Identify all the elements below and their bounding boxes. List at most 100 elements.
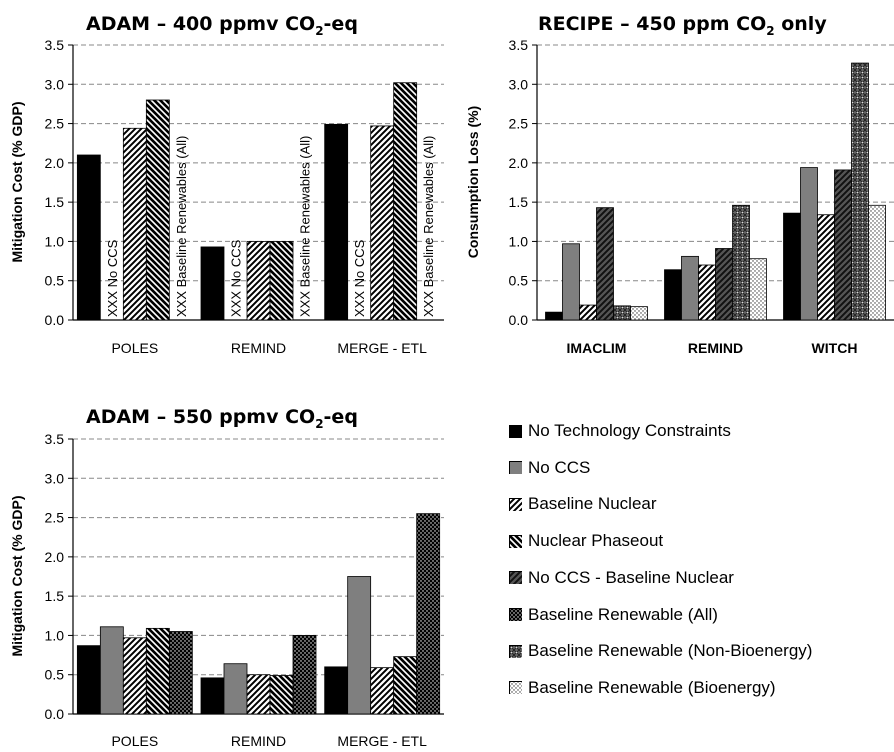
y-tick-label: 0.0 [45, 706, 65, 722]
legend-item-no-technology-constraints: No Technology Constraints [509, 420, 731, 442]
missing-bar-annotation: XXX Baseline Renewables (All) [174, 136, 189, 317]
y-tick-label: 1.0 [509, 233, 529, 249]
legend-swatch [509, 608, 522, 621]
y-tick-label: 3.5 [509, 37, 529, 53]
bar-no-ccs-merge-etl [347, 576, 372, 715]
bar-nuclear-phaseout-merge-etl [393, 82, 418, 321]
legend-item-baseline-renewable-bioenergy: Baseline Renewable (Bioenergy) [509, 677, 776, 699]
x-category-label: POLES [111, 340, 158, 356]
bar-no-technology-constraints-imaclim [545, 311, 563, 321]
bar-nuclear-phaseout-poles [145, 99, 170, 321]
bar-no-ccs-imaclim [562, 243, 580, 321]
bar-no-technology-constraints-remind [664, 269, 682, 321]
bar-no-ccs-remind [681, 255, 699, 321]
legend-label: No CCS [528, 457, 591, 477]
y-tick-label: 2.0 [509, 155, 529, 171]
bar-no-technology-constraints-poles [76, 645, 101, 715]
bar-nuclear-phaseout-remind [269, 241, 294, 321]
missing-bar-annotation: XXX No CCS [229, 239, 244, 317]
x-category-label: MERGE - ETL [337, 340, 427, 356]
bar-baseline-renewable-bioenergy-remind [749, 258, 767, 321]
legend-swatch [509, 461, 522, 475]
y-tick-label: 3.0 [45, 470, 65, 486]
x-category-label: REMIND [231, 340, 286, 356]
legend-item-baseline-renewable-non-bioenergy: Baseline Renewable (Non-Bioenergy) [509, 640, 812, 662]
y-tick-label: 0.0 [509, 312, 529, 328]
chart-title: ADAM – 550 ppmv CO2-eq [86, 406, 358, 431]
y-tick-label: 0.5 [45, 667, 65, 683]
y-tick-label: 0.5 [509, 273, 529, 289]
bar-baseline-renewable-non-bioenergy-remind [732, 204, 750, 321]
bar-nuclear-phaseout-merge-etl [393, 656, 418, 715]
bar-baseline-nuclear-merge-etl [370, 667, 395, 715]
chart-title: RECIPE – 450 ppm CO2 only [538, 13, 827, 38]
bar-baseline-renewable-all-remind [292, 635, 317, 715]
y-tick-label: 1.5 [45, 194, 65, 210]
y-tick-label: 2.0 [45, 155, 65, 171]
y-tick-label: 0.0 [45, 312, 65, 328]
legend-item-baseline-renewable-all: Baseline Renewable (All) [509, 604, 718, 626]
bar-baseline-nuclear-witch [817, 214, 835, 321]
bar-nuclear-phaseout-poles [145, 627, 170, 715]
bar-baseline-nuclear-poles [122, 127, 147, 321]
missing-bar-annotation: XXX No CCS [105, 239, 120, 317]
bar-no-ccs-baseline-nuclear-imaclim [596, 207, 614, 321]
missing-bar-annotation: XXX Baseline Renewables (All) [298, 136, 313, 317]
bar-no-ccs-baseline-nuclear-remind [715, 248, 733, 321]
legend-label: Baseline Renewable (Bioenergy) [528, 677, 776, 697]
x-category-label: IMACLIM [567, 340, 627, 356]
chart-title: ADAM – 400 ppmv CO2-eq [86, 13, 358, 38]
y-tick-label: 0.5 [45, 273, 65, 289]
legend-item-nuclear-phaseout: Nuclear Phaseout [509, 530, 663, 552]
legend-swatch [509, 424, 522, 438]
missing-bar-annotation: XXX Baseline Renewables (All) [421, 136, 436, 317]
bar-baseline-renewable-all-merge-etl [416, 513, 441, 715]
legend-item-baseline-nuclear: Baseline Nuclear [509, 493, 657, 515]
bar-baseline-nuclear-merge-etl [370, 125, 395, 321]
y-axis-label: Consumption Loss (%) [465, 106, 481, 258]
legend-swatch [509, 571, 522, 585]
y-tick-label: 3.5 [45, 431, 65, 447]
bar-no-ccs-poles [99, 626, 124, 715]
legend-swatch [509, 534, 522, 548]
y-tick-label: 3.0 [45, 76, 65, 92]
y-axis-label: Mitigation Cost (% GDP) [9, 496, 25, 657]
bar-baseline-renewable-all-poles [168, 631, 193, 715]
y-tick-label: 1.5 [509, 194, 529, 210]
legend-swatch [509, 644, 522, 658]
legend-label: Baseline Nuclear [528, 494, 657, 514]
charts-layer: ADAM – 400 ppmv CO2-eq 0.0 0.5 1.0 1.5 2.0 2.5… [9, 13, 894, 749]
legend-swatch [509, 681, 522, 695]
bar-baseline-renewable-non-bioenergy-witch [851, 62, 869, 321]
bar-no-technology-constraints-witch [783, 212, 801, 321]
y-tick-label: 1.0 [45, 627, 65, 643]
bar-no-ccs-baseline-nuclear-witch [834, 169, 852, 321]
bar-no-ccs-remind [223, 663, 248, 715]
bar-baseline-nuclear-poles [122, 637, 147, 715]
bar-baseline-renewable-bioenergy-imaclim [630, 306, 648, 321]
y-axis-label: Mitigation Cost (% GDP) [9, 102, 25, 263]
legend-label: Nuclear Phaseout [528, 531, 664, 551]
legend-label: No CCS - Baseline Nuclear [528, 567, 734, 587]
legend-label: Baseline Renewable (All) [528, 604, 718, 624]
y-tick-label: 1.5 [45, 588, 65, 604]
bar-no-technology-constraints-remind [200, 246, 225, 321]
legend-item-no-ccs: No CCS [509, 457, 590, 479]
legend-label: Baseline Renewable (Non-Bioenergy) [528, 641, 813, 661]
bar-baseline-nuclear-remind [246, 241, 271, 321]
bar-baseline-nuclear-remind [698, 264, 716, 321]
y-tick-label: 2.0 [45, 549, 65, 565]
missing-bar-annotation: XXX No CCS [352, 239, 367, 317]
y-tick-label: 3.0 [509, 76, 529, 92]
chart-recipe450: RECIPE – 450 ppm CO2 only 0.0 0.5 1.0 1.5 2.0… [465, 13, 894, 356]
y-tick-label: 2.5 [509, 116, 529, 132]
legend-swatch [509, 497, 522, 511]
bar-no-technology-constraints-poles [76, 154, 101, 321]
chart-adam550: ADAM – 550 ppmv CO2-eq 0.0 0.5 1.0 1.5 2.0 2.5… [9, 406, 444, 749]
bar-no-technology-constraints-merge-etl [324, 666, 349, 715]
x-category-label: REMIND [231, 733, 286, 749]
bar-baseline-renewable-bioenergy-witch [868, 204, 886, 321]
y-tick-label: 2.5 [45, 116, 65, 132]
chart-adam400: ADAM – 400 ppmv CO2-eq 0.0 0.5 1.0 1.5 2.0 2.5… [9, 13, 444, 356]
